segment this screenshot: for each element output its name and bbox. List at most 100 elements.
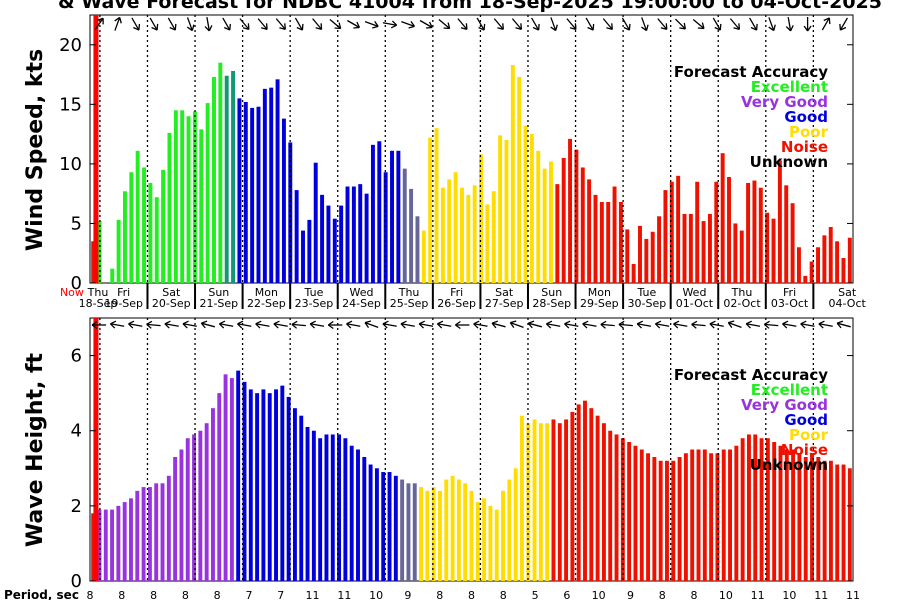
direction-arrow [312,18,323,30]
data-bar [538,423,543,581]
direction-arrow-head [109,320,117,329]
direction-arrow-shaft [291,323,306,327]
direction-arrow-shaft [618,323,633,327]
data-bar [740,438,745,581]
direction-arrow-shaft [510,321,524,329]
data-bar [529,134,534,283]
plot-frame [89,14,854,284]
direction-arrow [768,17,776,32]
data-bar [809,261,814,283]
date-label: 27-Sep [485,297,524,310]
y-axis-label: Wind Speed, kts [23,49,48,251]
direction-arrow-head [509,320,517,328]
date-label: 01-Oct [676,297,714,310]
data-bar [657,216,662,283]
day-label: Tue [304,286,324,299]
direction-arrow [164,320,179,329]
data-bar [549,161,553,283]
period-value: 8 [436,589,443,600]
data-bar [400,479,405,581]
direction-arrow [329,19,342,30]
direction-arrow-shaft [582,323,597,327]
legend-entry: Unknown [750,456,828,474]
data-bar [510,65,515,283]
data-bar [696,449,701,581]
day-label: Thu [731,286,753,299]
data-bar [236,370,241,581]
direction-arrow [275,18,286,30]
period-value: 11 [306,589,320,600]
direction-arrow-shaft [637,323,652,327]
date-label: 24-Sep [342,297,381,310]
direction-arrow-head [133,23,141,31]
direction-arrow [94,17,104,31]
data-bar [204,423,209,581]
data-bar [301,230,305,283]
direction-arrow-shaft [257,18,268,30]
data-bar [383,172,388,283]
data-bar [91,241,96,283]
data-bar [349,445,354,581]
direction-arrow-head [679,22,686,30]
direction-arrow-shaft [674,18,686,30]
data-bar [796,247,801,283]
direction-arrow [294,17,304,31]
data-bar [415,216,420,283]
direction-arrow-head [785,25,794,32]
direction-arrow-head [114,16,122,24]
direction-arrow-shaft [201,322,216,328]
data-bar [612,186,617,283]
data-bar [275,79,280,283]
data-bar [488,505,493,581]
day-label: Fri [783,286,796,299]
direction-arrow [204,16,213,32]
data-bar [803,457,808,581]
data-bar [180,110,185,283]
data-bar [536,150,541,283]
data-bar [728,449,732,581]
period-value: 5 [532,589,539,600]
direction-arrow-shaft [382,22,397,26]
direction-arrow [364,20,379,29]
data-bar [97,509,102,581]
legend-entry: Very Good [741,396,828,414]
y-tick-label: 2 [71,496,82,517]
data-bar [683,453,688,581]
data-bar [771,218,776,283]
data-bar [491,191,496,283]
y-axis-label: Wave Height, ft [23,352,48,547]
direction-arrow [346,320,361,329]
direction-arrow [602,18,613,30]
direction-arrow [218,320,234,329]
direction-arrow [114,16,122,31]
direction-arrow [237,320,252,329]
day-label: Thu [87,286,109,299]
period-value: 7 [277,589,284,600]
direction-arrow-shaft [585,17,594,31]
direction-arrow-head [97,17,104,25]
direction-arrow-head [400,320,407,329]
data-bar [459,187,464,283]
direction-arrow-shaft [800,323,815,327]
y-tick-label: 0 [71,273,82,294]
direction-arrow-head [654,320,662,329]
data-bar [390,150,394,283]
direction-arrow-shaft [836,322,851,328]
date-label: 30-Sep [628,297,667,310]
direction-arrow [149,17,159,31]
direction-arrow-shaft [364,20,379,28]
direction-arrow-head [582,320,589,329]
data-bar [797,453,802,581]
direction-arrow-shaft [528,322,543,328]
period-value: 10 [369,589,383,600]
direction-arrow-head [408,21,416,29]
direction-arrow [419,19,433,29]
direction-arrow [527,320,543,329]
data-bar [638,225,642,283]
date-label: 21-Sep [199,297,238,310]
data-bar [229,378,234,581]
direction-arrow [674,18,686,30]
direction-arrow [545,320,561,329]
data-bar [223,374,228,581]
direction-arrow [712,17,722,31]
